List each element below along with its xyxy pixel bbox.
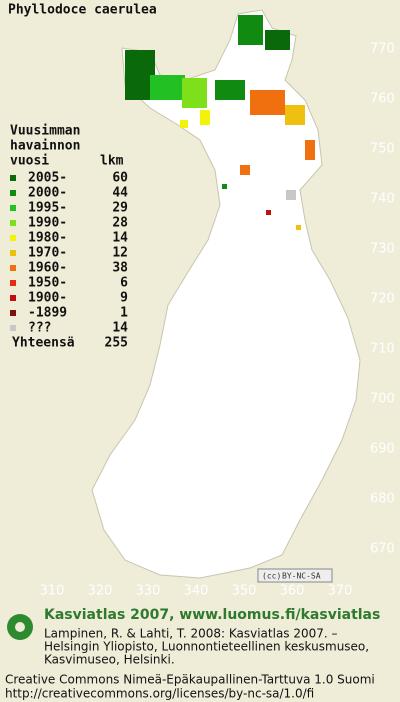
legend-label: 1960- — [28, 261, 67, 276]
legend-swatch — [10, 280, 16, 286]
observation-square — [200, 110, 210, 125]
grid-label-y: 740 — [370, 192, 395, 207]
legend-count: 44 — [112, 186, 128, 201]
license-badge: BY-NC-SA — [282, 572, 321, 581]
grid-label-y: 690 — [370, 442, 395, 457]
license-url: http://creativecommons.org/licenses/by-n… — [5, 687, 314, 701]
citation: Helsingin Yliopisto, Luonnontieteellinen… — [44, 640, 369, 654]
legend-count: 14 — [112, 321, 128, 336]
observation-square — [286, 190, 296, 200]
legend-swatch — [10, 325, 16, 331]
observation-square — [222, 184, 227, 189]
legend-count: 28 — [112, 216, 128, 231]
grid-label-x: 340 — [184, 584, 209, 599]
legend-label: 2000- — [28, 186, 67, 201]
legend-count: 29 — [112, 201, 128, 216]
legend-column: vuosi — [10, 154, 49, 169]
legend-count: 6 — [120, 276, 128, 291]
observation-square — [150, 75, 185, 100]
observation-square — [296, 225, 301, 230]
observation-square — [182, 78, 207, 108]
grid-label-x: 320 — [88, 584, 113, 599]
license-badge-box — [257, 568, 333, 583]
legend-swatch — [10, 250, 16, 256]
legend-swatch — [10, 175, 16, 181]
legend-label: 1970- — [28, 246, 67, 261]
legend-swatch — [10, 205, 16, 211]
legend-label: 1990- — [28, 216, 67, 231]
legend-label: 2005- — [28, 171, 67, 186]
legend-swatch — [10, 265, 16, 271]
citation: Lampinen, R. & Lahti, T. 2008: Kasviatla… — [44, 627, 338, 641]
finland-outline — [91, 9, 361, 579]
grid-label-x: 350 — [232, 584, 257, 599]
grid-label-x: 370 — [328, 584, 353, 599]
legend-count: 9 — [120, 291, 128, 306]
legend-heading: Vuusimman — [10, 124, 80, 139]
legend-label: ??? — [28, 321, 51, 336]
legend-label: 1950- — [28, 276, 67, 291]
legend-swatch — [10, 295, 16, 301]
observation-square — [250, 90, 285, 115]
grid-label-y: 760 — [370, 92, 395, 107]
logo — [7, 614, 33, 640]
legend-swatch — [10, 220, 16, 226]
observation-square — [266, 210, 271, 215]
legend-column: lkm — [100, 154, 124, 169]
legend-count: 12 — [112, 246, 128, 261]
legend-count: 1 — [120, 306, 128, 321]
license-text: Creative Commons Nimeä-Epäkaupallinen-Ta… — [5, 673, 375, 687]
grid-label-y: 770 — [370, 42, 395, 57]
legend-swatch — [10, 190, 16, 196]
grid-label-y: 730 — [370, 242, 395, 257]
legend-total-label: Yhteensä — [12, 336, 75, 351]
observation-square — [180, 120, 188, 128]
observation-square — [240, 165, 250, 175]
observation-square — [238, 15, 263, 45]
grid-label-y: 750 — [370, 142, 395, 157]
map-title: Phyllodoce caerulea — [8, 3, 157, 18]
observation-square — [285, 105, 305, 125]
cc-icon: (cc) — [262, 572, 281, 581]
grid-label-x: 310 — [40, 584, 65, 599]
legend-swatch — [10, 235, 16, 241]
legend-count: 60 — [112, 171, 128, 186]
grid-label-y: 680 — [370, 492, 395, 507]
logo-center — [15, 622, 25, 632]
legend-heading: havainnon — [10, 139, 80, 154]
observation-square — [265, 30, 290, 50]
grid-label-x: 360 — [280, 584, 305, 599]
legend-label: 1995- — [28, 201, 67, 216]
grid-label-y: 710 — [370, 342, 395, 357]
observation-square — [215, 80, 245, 100]
grid-label-y: 670 — [370, 542, 395, 557]
legend-label: 1980- — [28, 231, 67, 246]
legend-total: 255 — [105, 336, 128, 351]
grid-label-y: 720 — [370, 292, 395, 307]
observation-squares — [125, 15, 315, 230]
grid-label-x: 330 — [136, 584, 161, 599]
footer-heading: Kasviatlas 2007, www.luomus.fi/kasviatla… — [44, 607, 380, 623]
observation-square — [305, 140, 315, 160]
legend-label: -1899 — [28, 306, 67, 321]
citation: Kasvimuseo, Helsinki. — [44, 653, 175, 667]
legend-swatch — [10, 310, 16, 316]
legend-count: 38 — [112, 261, 128, 276]
grid-label-y: 700 — [370, 392, 395, 407]
legend-count: 14 — [112, 231, 128, 246]
legend-label: 1900- — [28, 291, 67, 306]
